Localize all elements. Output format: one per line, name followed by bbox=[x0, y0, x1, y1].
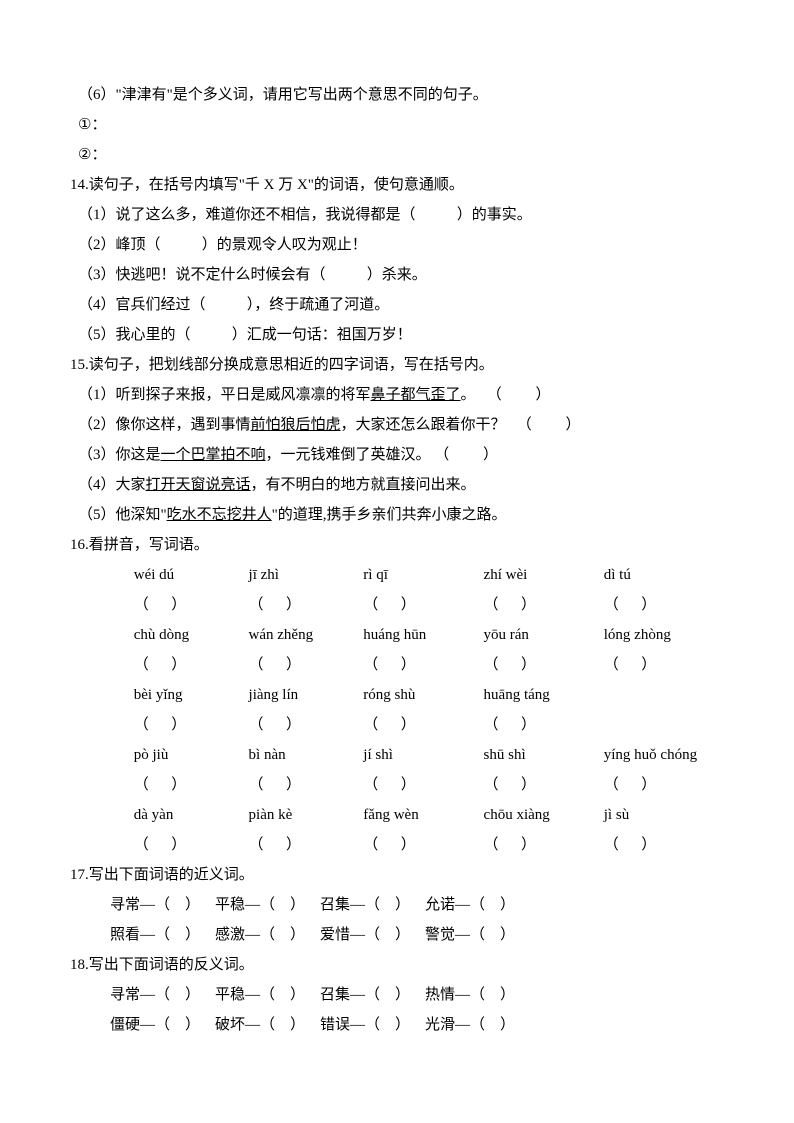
pinyin-cell: dì tú bbox=[604, 560, 724, 590]
pinyin-cell: bèi yǐng bbox=[134, 680, 249, 710]
pinyin-cell: fǎng wèn bbox=[363, 800, 483, 830]
blank-cell bbox=[604, 710, 724, 740]
blank-cell: （ ） bbox=[484, 770, 604, 800]
blank-cell: （ ） bbox=[484, 650, 604, 680]
page: （6）"津津有"是个多义词，请用它写出两个意思不同的句子。 ①： ②： 14.读… bbox=[0, 0, 794, 1100]
underline: 前怕狼后怕虎 bbox=[251, 417, 341, 433]
pinyin-cell: yíng huǒ chóng bbox=[604, 740, 724, 770]
pinyin-cell: wán zhěng bbox=[249, 620, 364, 650]
q14-1: （1）说了这么多，难道你还不相信，我说得都是（ ）的事实。 bbox=[70, 200, 724, 230]
pinyin-cell: shū shì bbox=[484, 740, 604, 770]
q17-prompt: 17.写出下面词语的近义词。 bbox=[70, 860, 724, 890]
pinyin-row: bèi yǐngjiàng línróng shùhuāng táng bbox=[70, 680, 724, 710]
text: 。 （ ） bbox=[461, 387, 551, 403]
text: （5）他深知" bbox=[78, 507, 167, 523]
q13-6-blank1: ①： bbox=[70, 110, 724, 140]
pinyin-cell: yōu rán bbox=[484, 620, 604, 650]
q13-6: （6）"津津有"是个多义词，请用它写出两个意思不同的句子。 bbox=[70, 80, 724, 110]
blank-cell: （ ） bbox=[249, 590, 364, 620]
pinyin-row: pò jiùbì nànjí shìshū shìyíng huǒ chóng bbox=[70, 740, 724, 770]
q15-prompt: 15.读句子，把划线部分换成意思相近的四字词语，写在括号内。 bbox=[70, 350, 724, 380]
pinyin-row: dà yànpiàn kèfǎng wènchōu xiàngjì sù bbox=[70, 800, 724, 830]
blank-cell: （ ） bbox=[484, 710, 604, 740]
pinyin-cell: dà yàn bbox=[134, 800, 249, 830]
text: （1）听到探子来报，平日是威风凛凛的将军 bbox=[78, 387, 371, 403]
blank-cell: （ ） bbox=[363, 650, 483, 680]
blank-cell: （ ） bbox=[363, 830, 483, 860]
pinyin-cell: zhí wèi bbox=[484, 560, 604, 590]
pinyin-row: wéi dújī zhìrì qīzhí wèidì tú bbox=[70, 560, 724, 590]
blank-cell: （ ） bbox=[134, 710, 249, 740]
blank-cell: （ ） bbox=[134, 830, 249, 860]
text: ，一元钱难倒了英雄汉。 （ ） bbox=[266, 447, 499, 463]
blank-row: （ ）（ ）（ ）（ ）（ ） bbox=[70, 770, 724, 800]
q14-2: （2）峰顶（ ）的景观令人叹为观止！ bbox=[70, 230, 724, 260]
blank-cell: （ ） bbox=[604, 830, 724, 860]
pinyin-grid: wéi dújī zhìrì qīzhí wèidì tú（ ）（ ）（ ）（ … bbox=[70, 560, 724, 860]
pinyin-cell: chōu xiàng bbox=[484, 800, 604, 830]
q15-5: （5）他深知"吃水不忘挖井人"的道理,携手乡亲们共奔小康之路。 bbox=[70, 500, 724, 530]
pinyin-cell: bì nàn bbox=[249, 740, 364, 770]
q14-3: （3）快逃吧！说不定什么时候会有（ ）杀来。 bbox=[70, 260, 724, 290]
blank-row: （ ）（ ）（ ）（ ）（ ） bbox=[70, 830, 724, 860]
q14-4: （4）官兵们经过（ ），终于疏通了河道。 bbox=[70, 290, 724, 320]
pinyin-cell: chù dòng bbox=[134, 620, 249, 650]
pinyin-cell: huáng hūn bbox=[363, 620, 483, 650]
blank-cell: （ ） bbox=[363, 710, 483, 740]
q18-row2: 僵硬—（ ） 破坏—（ ） 错误—（ ） 光滑—（ ） bbox=[70, 1010, 724, 1040]
blank-cell: （ ） bbox=[363, 770, 483, 800]
blank-cell: （ ） bbox=[249, 710, 364, 740]
blank-cell: （ ） bbox=[604, 590, 724, 620]
blank-cell: （ ） bbox=[134, 770, 249, 800]
pinyin-cell: wéi dú bbox=[134, 560, 249, 590]
blank-cell: （ ） bbox=[604, 770, 724, 800]
text: ，有不明白的地方就直接问出来。 bbox=[251, 477, 476, 493]
q15-1: （1）听到探子来报，平日是威风凛凛的将军鼻子都气歪了。 （ ） bbox=[70, 380, 724, 410]
text: （2）像你这样，遇到事情 bbox=[78, 417, 251, 433]
pinyin-cell bbox=[604, 680, 724, 710]
pinyin-cell: jí shì bbox=[363, 740, 483, 770]
blank-cell: （ ） bbox=[249, 770, 364, 800]
q14-5: （5）我心里的（ ）汇成一句话：祖国万岁！ bbox=[70, 320, 724, 350]
pinyin-cell: piàn kè bbox=[249, 800, 364, 830]
underline: 一个巴掌拍不响 bbox=[161, 447, 266, 463]
blank-row: （ ）（ ）（ ）（ ） bbox=[70, 710, 724, 740]
q13-6-blank2: ②： bbox=[70, 140, 724, 170]
text: （4）大家 bbox=[78, 477, 146, 493]
pinyin-cell: jiàng lín bbox=[249, 680, 364, 710]
q18-row1: 寻常—（ ） 平稳—（ ） 召集—（ ） 热情—（ ） bbox=[70, 980, 724, 1010]
blank-cell: （ ） bbox=[134, 590, 249, 620]
text: ，大家还怎么跟着你干？ （ ） bbox=[341, 417, 581, 433]
blank-cell: （ ） bbox=[363, 590, 483, 620]
blank-cell: （ ） bbox=[249, 650, 364, 680]
q18-prompt: 18.写出下面词语的反义词。 bbox=[70, 950, 724, 980]
pinyin-cell: jī zhì bbox=[249, 560, 364, 590]
blank-row: （ ）（ ）（ ）（ ）（ ） bbox=[70, 650, 724, 680]
blank-cell: （ ） bbox=[249, 830, 364, 860]
q15-2: （2）像你这样，遇到事情前怕狼后怕虎，大家还怎么跟着你干？ （ ） bbox=[70, 410, 724, 440]
pinyin-cell: lóng zhòng bbox=[604, 620, 724, 650]
pinyin-cell: jì sù bbox=[604, 800, 724, 830]
underline: 打开天窗说亮话 bbox=[146, 477, 251, 493]
q15-4: （4）大家打开天窗说亮话，有不明白的地方就直接问出来。 bbox=[70, 470, 724, 500]
blank-cell: （ ） bbox=[604, 650, 724, 680]
q17-row2: 照看—（ ） 感激—（ ） 爱惜—（ ） 警觉—（ ） bbox=[70, 920, 724, 950]
pinyin-cell: pò jiù bbox=[134, 740, 249, 770]
pinyin-cell: rì qī bbox=[363, 560, 483, 590]
text: "的道理,携手乡亲们共奔小康之路。 bbox=[272, 507, 507, 523]
pinyin-cell: róng shù bbox=[363, 680, 483, 710]
blank-row: （ ）（ ）（ ）（ ）（ ） bbox=[70, 590, 724, 620]
pinyin-cell: huāng táng bbox=[484, 680, 604, 710]
blank-cell: （ ） bbox=[484, 830, 604, 860]
q15-3: （3）你这是一个巴掌拍不响，一元钱难倒了英雄汉。 （ ） bbox=[70, 440, 724, 470]
blank-cell: （ ） bbox=[134, 650, 249, 680]
q14-prompt: 14.读句子，在括号内填写"千 X 万 X"的词语，使句意通顺。 bbox=[70, 170, 724, 200]
underline: 鼻子都气歪了 bbox=[371, 387, 461, 403]
underline: 吃水不忘挖井人 bbox=[167, 507, 272, 523]
text: （3）你这是 bbox=[78, 447, 161, 463]
q16-prompt: 16.看拼音，写词语。 bbox=[70, 530, 724, 560]
pinyin-row: chù dòngwán zhěnghuáng hūnyōu ránlóng zh… bbox=[70, 620, 724, 650]
blank-cell: （ ） bbox=[484, 590, 604, 620]
q17-row1: 寻常—（ ） 平稳—（ ） 召集—（ ） 允诺—（ ） bbox=[70, 890, 724, 920]
